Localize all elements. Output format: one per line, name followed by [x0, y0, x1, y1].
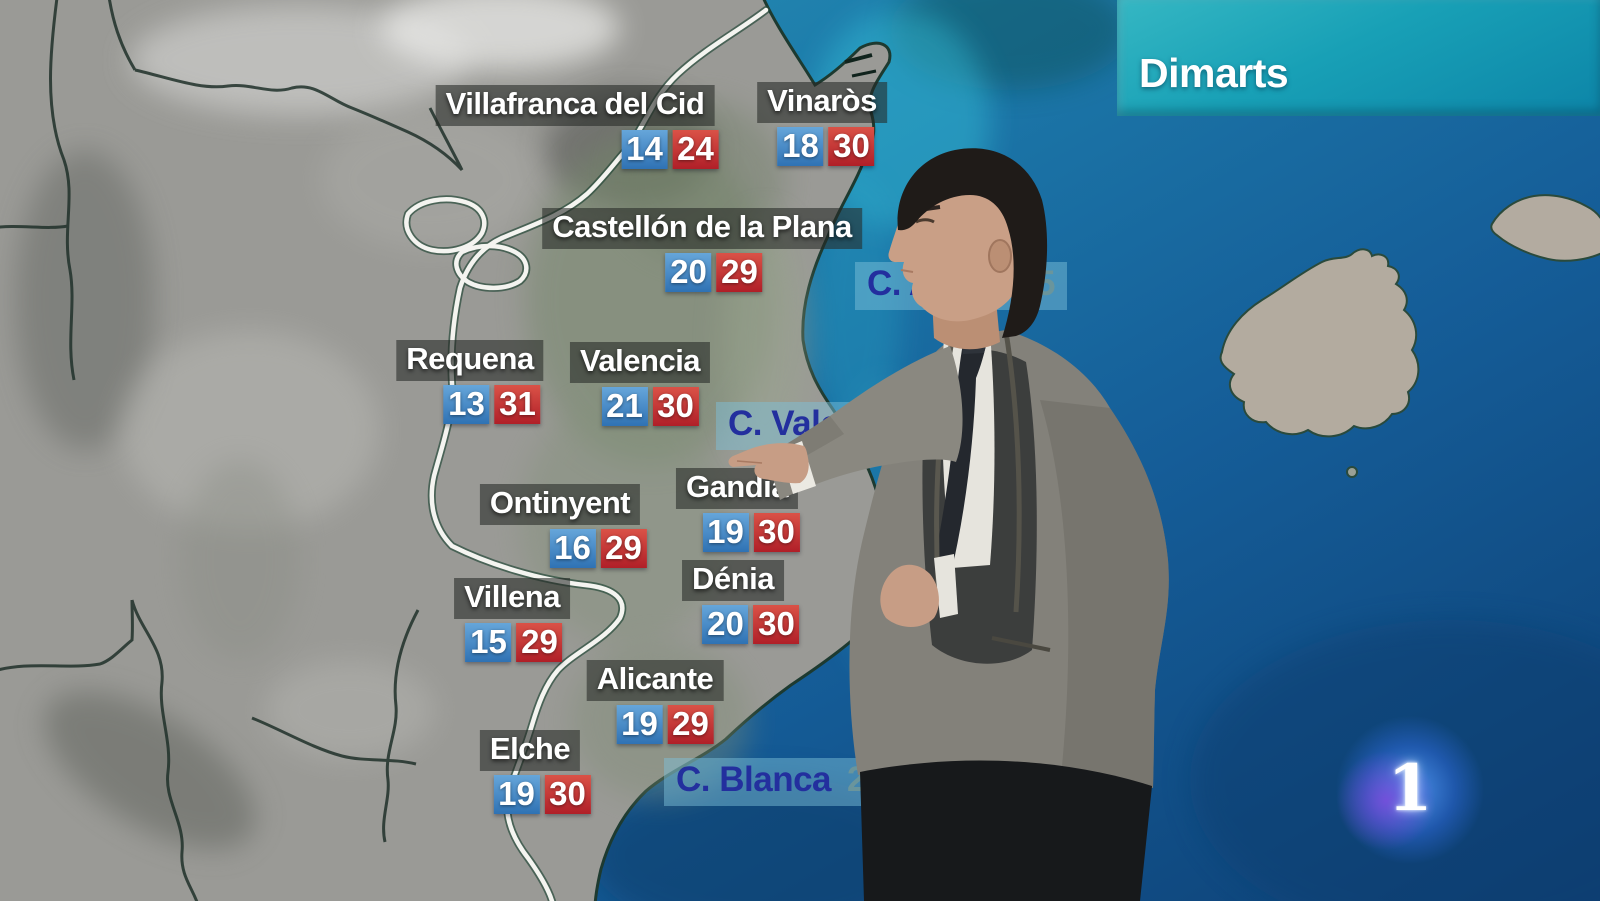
city-name: Villafranca del Cid: [435, 85, 715, 126]
temp-max: 30: [544, 774, 591, 814]
city-temps: 14 24: [621, 129, 719, 169]
temp-min: 19: [702, 512, 749, 552]
ear: [988, 239, 1012, 273]
city-label-denia: Dénia 20 30: [682, 560, 800, 644]
temp-max: 31: [494, 384, 541, 424]
city-name: Elche: [479, 730, 581, 771]
city-temps: 21 30: [601, 386, 699, 426]
temp-max: 30: [753, 604, 800, 644]
city-name: Alicante: [586, 660, 724, 701]
city-temps: 16 29: [549, 528, 647, 568]
delta-marks: [844, 53, 877, 78]
temp-min: 20: [702, 604, 749, 644]
pointing-arm: [766, 346, 963, 500]
mallorca-island: [1219, 248, 1420, 438]
temp-max: 30: [652, 386, 699, 426]
temp-max: 29: [667, 704, 714, 744]
city-label-alicante: Alicante 19 29: [586, 660, 724, 744]
city-label-elche: Elche 19 30: [479, 730, 591, 814]
day-panel: Dimarts: [1117, 0, 1600, 116]
city-name: Villena: [454, 578, 570, 619]
city-name: Valencia: [569, 342, 711, 383]
city-temps: 18 30: [777, 126, 875, 166]
city-name: Vinaròs: [757, 82, 887, 123]
day-label: Dimarts: [1139, 50, 1289, 96]
city-label-ontinyent: Ontinyent 16 29: [479, 484, 647, 568]
city-temps: 13 31: [443, 384, 541, 424]
channel-logo: 1: [1335, 715, 1485, 865]
left-hand: [880, 564, 939, 627]
temp-min: 13: [443, 384, 490, 424]
presenter-hair: [897, 148, 1048, 338]
temp-max: 24: [672, 129, 719, 169]
city-name: Ontinyent: [479, 484, 641, 525]
temp-max: 29: [716, 252, 763, 292]
city-label-vinaros: Vinaròs 18 30: [757, 82, 887, 166]
city-temps: 20 29: [665, 252, 763, 292]
city-temps: 19 29: [616, 704, 714, 744]
city-label-castellon: Castellón de la Plana 20 29: [542, 208, 862, 292]
city-label-requena: Requena 13 31: [396, 340, 544, 424]
menorca-island: [1490, 194, 1600, 262]
sea-label-costa-blanca: C. Blanca 27: [664, 758, 897, 806]
temp-min: 19: [493, 774, 540, 814]
city-name: Dénia: [682, 560, 784, 601]
temp-max: 30: [828, 126, 875, 166]
city-name: Requena: [396, 340, 544, 381]
temp-max: 29: [600, 528, 647, 568]
city-label-villafranca: Villafranca del Cid 14 24: [435, 85, 719, 169]
temp-min: 18: [777, 126, 824, 166]
temp-max: 29: [516, 622, 563, 662]
sea-label-name: C. Blanca: [676, 760, 832, 799]
temp-min: 14: [621, 129, 668, 169]
temp-min: 21: [601, 386, 648, 426]
temp-min: 20: [665, 252, 712, 292]
city-temps: 15 29: [465, 622, 563, 662]
city-label-villena: Villena 15 29: [454, 578, 570, 662]
temp-min: 16: [549, 528, 596, 568]
temp-min: 19: [616, 704, 663, 744]
left-cuff: [934, 554, 958, 618]
city-temps: 19 30: [702, 512, 800, 552]
balearic-islands: [1219, 194, 1600, 478]
channel-logo-one: 1: [1387, 750, 1433, 826]
city-temps: 20 30: [702, 604, 800, 644]
cabrera-islet: [1346, 466, 1358, 478]
city-label-valencia: Valencia 21 30: [569, 342, 711, 426]
pointing-hand: [728, 443, 809, 484]
temp-min: 15: [465, 622, 512, 662]
city-temps: 19 30: [493, 774, 591, 814]
tie: [936, 336, 988, 578]
temp-max: 30: [753, 512, 800, 552]
city-name: Castellón de la Plana: [542, 208, 862, 249]
presenter-body: [728, 148, 1169, 901]
province-borders: [0, 0, 464, 901]
